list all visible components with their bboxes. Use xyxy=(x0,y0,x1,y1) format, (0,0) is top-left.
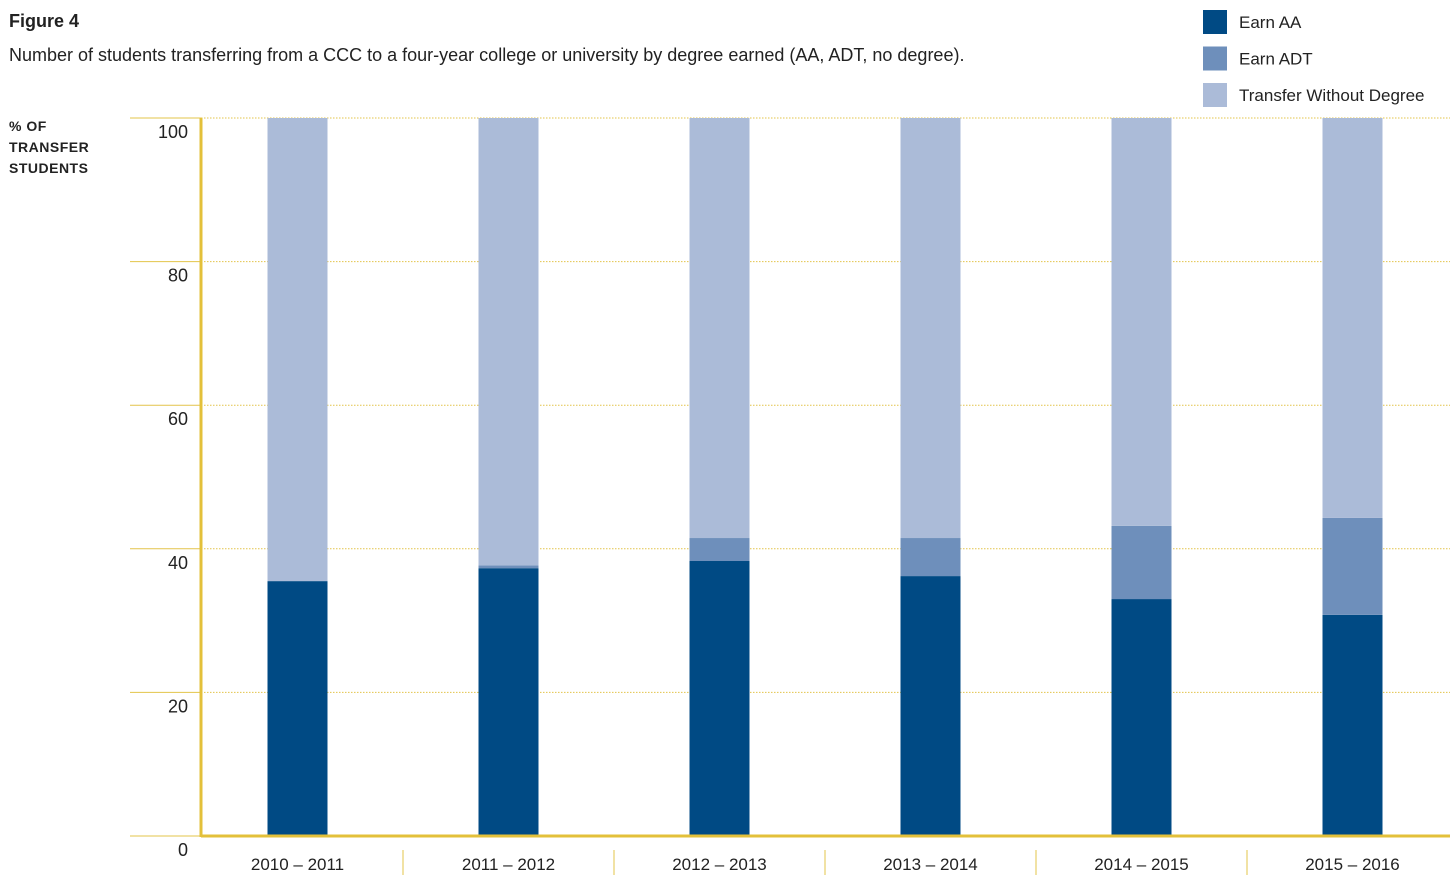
bar-segment xyxy=(689,561,750,836)
bar-segment xyxy=(267,118,328,582)
y-tick-label: 0 xyxy=(178,840,188,860)
x-tick-label: 2010 – 2011 xyxy=(251,855,344,874)
y-axis-label: STUDENTS xyxy=(9,160,88,176)
y-axis-label: % OF xyxy=(9,118,47,134)
y-axis-label: TRANSFER xyxy=(9,139,89,155)
y-tick-label: 20 xyxy=(168,696,188,716)
chart-title: Number of students transferring from a C… xyxy=(9,45,964,65)
bar-segment xyxy=(1322,517,1383,615)
x-tick-label: 2013 – 2014 xyxy=(883,855,978,874)
bar-segment xyxy=(1111,118,1172,526)
bar-segment xyxy=(267,581,328,836)
figure-label: Figure 4 xyxy=(9,11,79,31)
bar-segment xyxy=(900,576,961,836)
legend-swatch xyxy=(1203,46,1227,71)
y-tick-label: 80 xyxy=(168,266,188,286)
legend-swatch xyxy=(1203,10,1227,34)
legend-swatch xyxy=(1203,83,1227,107)
x-tick-label: 2011 – 2012 xyxy=(462,855,555,874)
bar-segment xyxy=(1322,118,1383,518)
x-tick-label: 2012 – 2013 xyxy=(672,855,767,874)
y-tick-label: 40 xyxy=(168,553,188,573)
bar-segment xyxy=(689,538,750,562)
bar-segment xyxy=(1322,614,1383,836)
bar-segment xyxy=(1111,599,1172,836)
x-tick-label: 2015 – 2016 xyxy=(1305,855,1400,874)
legend-label: Earn ADT xyxy=(1239,50,1313,69)
bar-segment xyxy=(478,565,539,569)
y-tick-label: 60 xyxy=(168,409,188,429)
legend-label: Transfer Without Degree xyxy=(1239,86,1425,105)
legend-label: Earn AA xyxy=(1239,13,1302,32)
bar-segment xyxy=(1111,525,1172,600)
bar-segment xyxy=(900,118,961,539)
bar-segment xyxy=(478,118,539,566)
bar-segment xyxy=(689,118,750,539)
bar-segment xyxy=(900,538,961,577)
bar-segment xyxy=(478,568,539,836)
y-tick-label: 100 xyxy=(158,122,188,142)
x-tick-label: 2014 – 2015 xyxy=(1094,855,1189,874)
